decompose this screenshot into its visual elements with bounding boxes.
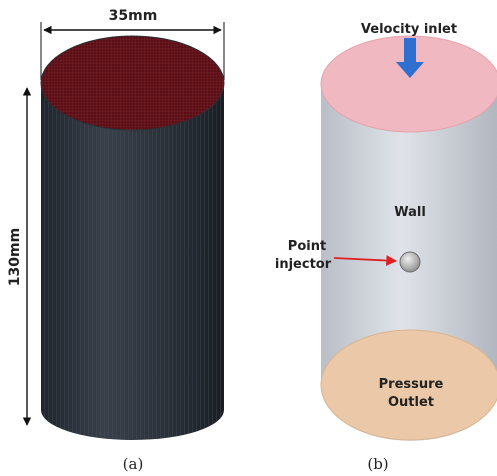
panel-a: 35mm 130mm (a) <box>7 8 225 473</box>
injector-label-line1: Point <box>288 239 326 254</box>
mesh-cylinder-lines <box>41 83 224 440</box>
outlet-face <box>320 329 497 441</box>
width-label: 35mm <box>109 8 158 24</box>
caption-a: (a) <box>123 455 144 473</box>
injector-label-line2: injector <box>275 257 332 272</box>
panel-b: Velocity inlet Wall Point injector Press… <box>275 22 497 473</box>
outlet-label-line1: Pressure <box>379 377 444 392</box>
inlet-label: Velocity inlet <box>361 22 457 37</box>
point-injector <box>399 251 421 273</box>
height-label: 130mm <box>7 228 23 286</box>
caption-b: (b) <box>367 455 388 473</box>
outlet-label-line2: Outlet <box>388 395 434 410</box>
inlet-arrow-icon <box>396 38 424 78</box>
injector-arrow-icon <box>333 255 398 266</box>
mesh-cylinder-top <box>40 35 225 131</box>
inlet-face <box>320 35 497 133</box>
wall-label: Wall <box>394 205 426 220</box>
